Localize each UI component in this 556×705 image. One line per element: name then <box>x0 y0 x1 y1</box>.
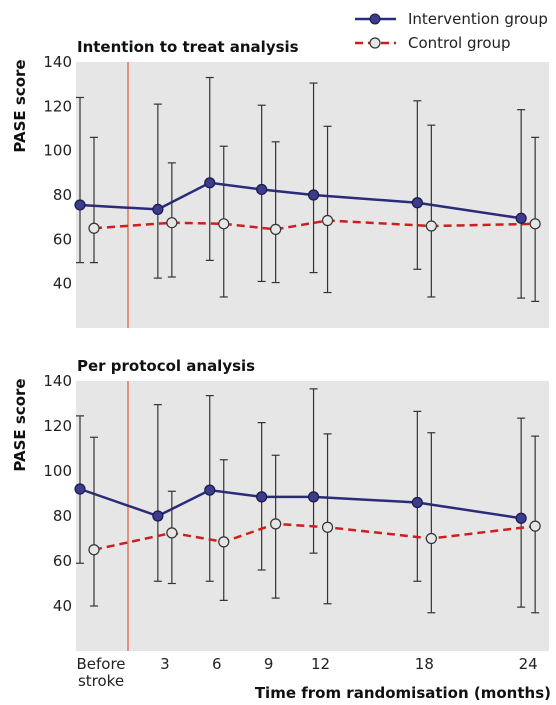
control-point <box>88 222 100 234</box>
x-tick-label: 12 <box>311 655 330 673</box>
y-tick-label: 40 <box>53 275 72 293</box>
control-point <box>321 214 334 227</box>
control-point <box>88 544 100 556</box>
x-tick-label: 9 <box>264 655 274 673</box>
intervention-point <box>307 189 320 201</box>
x-tick-label: Before <box>76 655 125 673</box>
y-tick-label: 80 <box>53 507 72 525</box>
intervention-point <box>515 512 527 524</box>
intervention-point <box>204 177 216 189</box>
control-point <box>218 218 230 230</box>
intervention-point <box>74 483 86 495</box>
intervention-point <box>74 199 86 211</box>
y-tick-labels-pp: 40 60 80 100 120 140 <box>43 372 72 615</box>
legend-intervention-marker <box>369 13 381 25</box>
series-layer-pp <box>74 388 541 614</box>
y-tick-label: 100 <box>43 142 72 160</box>
y-tick-label: 140 <box>43 53 72 71</box>
intervention-point <box>204 484 216 496</box>
control-point <box>166 217 178 229</box>
intervention-point <box>152 203 164 216</box>
intervention-point <box>307 491 320 503</box>
x-tick-label: 6 <box>212 655 222 673</box>
control-point <box>425 220 437 232</box>
control-point <box>166 527 178 539</box>
control-point <box>321 521 334 533</box>
control-point <box>529 218 541 230</box>
control-point <box>425 532 437 545</box>
y-tick-label: 140 <box>43 372 72 390</box>
y-tick-label: 120 <box>43 97 72 115</box>
y-tick-label: 120 <box>43 417 72 435</box>
y-tick-label: 60 <box>53 230 72 248</box>
intervention-point <box>411 197 423 209</box>
intervention-point <box>152 510 164 522</box>
control-point <box>270 223 282 235</box>
control-point <box>218 536 230 548</box>
x-tick-label: 24 <box>519 655 538 673</box>
y-axis-title-itt: PASE score <box>11 59 29 152</box>
intervention-point <box>256 491 268 503</box>
panel-itt: Intention to treat analysis PASE score 4… <box>11 38 549 328</box>
x-tick-label: 18 <box>415 655 434 673</box>
panel-title-pp: Per protocol analysis <box>77 357 255 375</box>
y-tick-labels-itt: 40 60 80 100 120 140 <box>43 53 72 293</box>
x-tick-label: stroke <box>78 672 124 690</box>
legend-intervention-label: Intervention group <box>408 10 548 28</box>
legend-control-label: Control group <box>408 34 511 52</box>
x-axis-title: Time from randomisation (months) <box>255 684 551 702</box>
panel-pp: Per protocol analysis PASE score 40 60 80 1… <box>11 357 549 651</box>
intervention-point <box>515 212 527 224</box>
y-tick-label: 100 <box>43 462 72 480</box>
control-point <box>529 520 541 532</box>
series-layer-itt <box>74 76 541 302</box>
legend-control-marker <box>369 37 381 49</box>
y-axis-title-pp: PASE score <box>11 378 29 471</box>
plot-area-pp <box>76 381 549 651</box>
intervention-point <box>411 496 423 509</box>
panel-title-itt: Intention to treat analysis <box>77 38 299 56</box>
y-tick-label: 60 <box>53 552 72 570</box>
x-tick-label: 3 <box>160 655 170 673</box>
y-tick-label: 40 <box>53 597 72 615</box>
control-point <box>270 518 282 530</box>
intervention-point <box>256 183 268 196</box>
y-tick-label: 80 <box>53 186 72 204</box>
legend: Intervention group Control group <box>355 10 548 52</box>
